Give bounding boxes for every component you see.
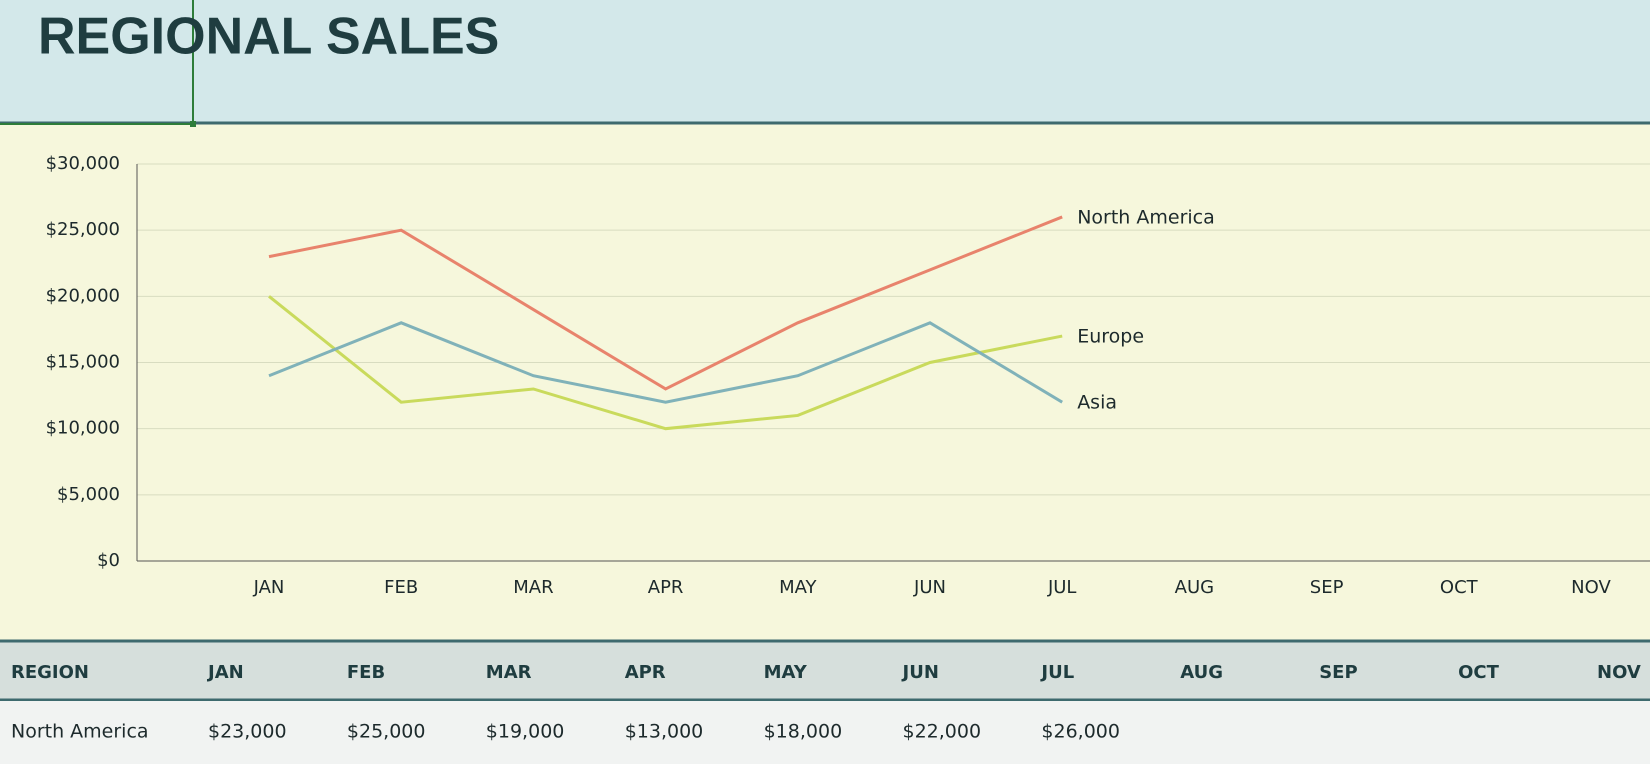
x-tick-label: FEB bbox=[384, 577, 418, 598]
x-tick-label: OCT bbox=[1440, 577, 1479, 598]
series-label: Asia bbox=[1077, 392, 1117, 414]
series-line bbox=[268, 321, 1063, 404]
y-tick-label: $30,000 bbox=[46, 153, 120, 174]
series-label: Europe bbox=[1077, 326, 1144, 348]
x-tick-label: MAY bbox=[779, 577, 817, 598]
y-tick-label: $5,000 bbox=[57, 484, 120, 505]
chart-area bbox=[0, 123, 1650, 640]
column-header: JUL bbox=[1039, 662, 1074, 683]
y-tick-label: $10,000 bbox=[46, 418, 120, 439]
column-header: JUN bbox=[901, 662, 939, 683]
x-tick-label: SEP bbox=[1310, 577, 1344, 598]
series-line bbox=[268, 295, 1063, 431]
x-tick-label: NOV bbox=[1571, 577, 1611, 598]
title: REGIONAL SALES bbox=[38, 8, 499, 66]
table-header bbox=[0, 640, 1650, 700]
header-band bbox=[0, 0, 1650, 123]
column-header: OCT bbox=[1458, 662, 1500, 683]
table-body bbox=[0, 701, 1650, 764]
table-cell: $23,000 bbox=[208, 721, 287, 743]
table-cell: $19,000 bbox=[486, 721, 565, 743]
column-header: JAN bbox=[206, 662, 244, 683]
column-header: SEP bbox=[1319, 662, 1357, 683]
x-tick-label: AUG bbox=[1175, 577, 1214, 598]
x-tick-label: MAR bbox=[513, 577, 553, 598]
y-tick-label: $20,000 bbox=[46, 285, 120, 306]
table-cell: $22,000 bbox=[903, 721, 982, 743]
table-cell: $13,000 bbox=[625, 721, 704, 743]
x-tick-label: JAN bbox=[253, 577, 285, 598]
table-cell: $26,000 bbox=[1041, 721, 1120, 743]
table-cell: North America bbox=[11, 721, 149, 743]
column-header: MAR bbox=[486, 662, 532, 683]
column-header: APR bbox=[625, 662, 666, 683]
y-tick-label: $0 bbox=[97, 550, 120, 571]
column-header: REGION bbox=[11, 662, 89, 683]
y-tick-label: $15,000 bbox=[46, 352, 120, 373]
column-header: MAY bbox=[764, 662, 808, 683]
series-label: North America bbox=[1077, 206, 1215, 228]
x-tick-label: JUN bbox=[913, 577, 946, 598]
series-line bbox=[268, 215, 1063, 391]
table-cell: $18,000 bbox=[764, 721, 843, 743]
column-header: FEB bbox=[347, 662, 385, 683]
table-cell: $25,000 bbox=[347, 721, 426, 743]
column-header: NOV bbox=[1597, 662, 1641, 683]
x-tick-label: JUL bbox=[1047, 577, 1077, 598]
cell-handle bbox=[190, 121, 196, 127]
column-header: AUG bbox=[1180, 662, 1223, 683]
y-tick-label: $25,000 bbox=[46, 219, 120, 240]
x-tick-label: APR bbox=[648, 577, 684, 598]
